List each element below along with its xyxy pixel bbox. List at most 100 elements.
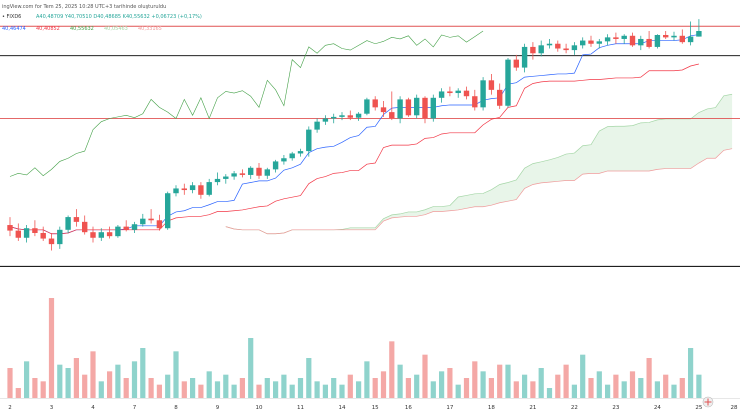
candle-body (414, 97, 420, 116)
candle-body (687, 36, 694, 43)
candle (306, 126, 312, 157)
candle-body (563, 48, 569, 51)
candle-body (264, 169, 270, 176)
candle (148, 209, 154, 224)
candle-body (231, 173, 237, 177)
candle-body (98, 232, 104, 238)
candle-body (422, 97, 428, 119)
volume-bar (331, 378, 337, 398)
volume-bar (480, 371, 486, 398)
volume-bar (173, 351, 179, 398)
volume-bar (239, 378, 245, 398)
candle-body (15, 230, 21, 238)
candle (663, 31, 669, 39)
candle (214, 172, 221, 186)
volume-bar (314, 381, 320, 398)
x-tick-label: 15 (372, 405, 379, 411)
candle-body (405, 99, 412, 116)
candle (57, 226, 63, 249)
volume-bar (571, 384, 577, 398)
candle (447, 86, 453, 97)
candle (123, 220, 129, 232)
volume-bar (563, 364, 569, 398)
volume-bar (555, 374, 561, 398)
volume-bar (115, 364, 121, 398)
candle (646, 31, 652, 49)
volume-bar (198, 384, 204, 398)
candle-body (297, 151, 304, 154)
volume-bar (546, 388, 553, 398)
candle-body (189, 185, 196, 191)
candle-body (696, 31, 702, 37)
candle-body (530, 46, 536, 54)
volume-bar (273, 381, 279, 398)
volume-bar (123, 378, 129, 398)
candle (422, 96, 428, 124)
candle-body (538, 45, 544, 54)
candle-body (181, 188, 187, 191)
volume-bar (57, 364, 63, 398)
volume-bar (40, 381, 46, 398)
volume-bar (588, 378, 594, 398)
candle (189, 182, 196, 194)
candle (538, 40, 544, 57)
candle-body (488, 80, 495, 90)
x-tick-label: 23 (612, 405, 619, 411)
candle (505, 58, 511, 108)
candle (339, 112, 345, 121)
ichimoku-cloud (225, 93, 733, 235)
volume-bar (663, 374, 669, 398)
volume-bar (248, 338, 254, 398)
volume-bar (165, 374, 171, 398)
volume-bar (181, 381, 187, 398)
candle-body (272, 161, 279, 170)
volume-bar (596, 371, 602, 398)
x-tick-label: 25 (695, 405, 702, 411)
candle (82, 215, 88, 235)
candle-body (497, 89, 503, 106)
candle-body (239, 173, 246, 175)
candle (613, 32, 619, 44)
candle-body (32, 228, 38, 233)
candle-body (148, 218, 154, 221)
candle-body (372, 99, 378, 108)
candle (7, 217, 13, 237)
cloud-fill (225, 94, 733, 234)
candle (65, 215, 71, 233)
x-tick-label: 2 (8, 405, 12, 411)
candle-body (57, 229, 63, 245)
ichimoku-value: 40,05463 (104, 26, 128, 32)
candle (131, 221, 138, 233)
x-tick-label: 24 (654, 405, 661, 411)
volume-bar (530, 381, 536, 398)
volume-bar (322, 384, 328, 398)
candle-body (173, 188, 179, 194)
x-tick-label: 11 (297, 405, 304, 411)
volume-bar (190, 378, 196, 398)
candle-body (472, 96, 478, 108)
candle-body (7, 225, 13, 231)
candle-body (613, 37, 619, 39)
x-tick-label: 17 (446, 405, 453, 411)
candle-body (48, 238, 55, 245)
candle-body (629, 35, 636, 46)
ohlc-values: A40,48709 Y40,70510 D40,48685 K40,55632 … (36, 14, 202, 20)
volume-bar (372, 378, 378, 398)
candle (580, 37, 586, 49)
volume-bar (289, 384, 295, 398)
candle-body (256, 167, 262, 176)
candle (629, 32, 636, 47)
candle-body (654, 34, 661, 47)
ichimoku-value: 40,33165 (138, 26, 162, 32)
volume-bar (24, 361, 30, 398)
volume-bar (73, 358, 79, 398)
candle-body (123, 226, 129, 230)
candle (106, 226, 113, 239)
candle (438, 88, 445, 103)
ichimoku-value: 40,55632 (70, 26, 94, 32)
candle (405, 97, 412, 117)
candle-body (430, 97, 436, 119)
candle-body (663, 34, 669, 38)
